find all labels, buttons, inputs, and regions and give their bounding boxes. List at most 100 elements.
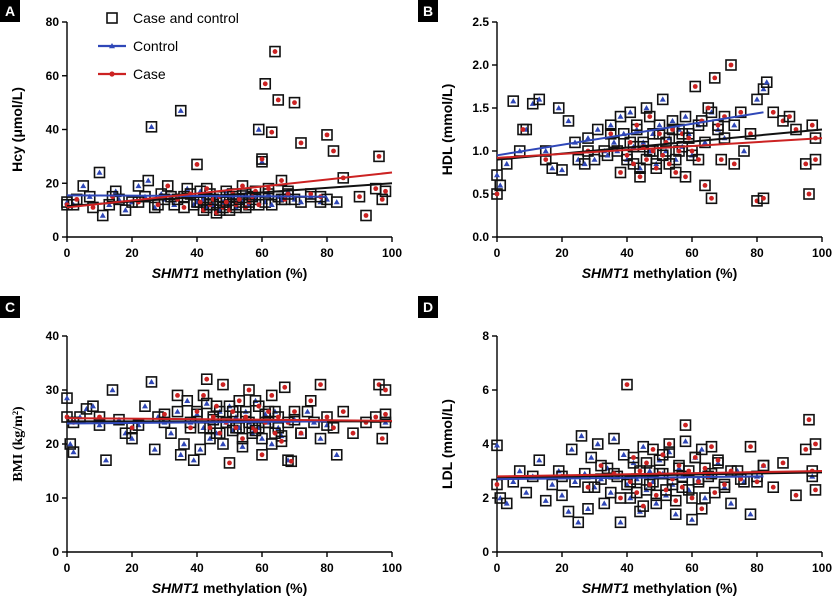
- control-point-square: [126, 432, 138, 445]
- control-point-square: [113, 413, 125, 426]
- case-point-square: [744, 128, 757, 140]
- case-point-marker: [738, 109, 744, 115]
- control-point-marker: [494, 442, 500, 448]
- y-tick-label: 10: [46, 491, 60, 505]
- control-point-square: [491, 439, 503, 452]
- case-point-marker: [738, 476, 744, 482]
- control-point-square: [132, 419, 145, 431]
- y-tick-label: 1.0: [472, 144, 489, 158]
- case-point-marker: [201, 393, 206, 398]
- case-point-marker: [165, 183, 171, 189]
- control-point-square: [236, 440, 249, 453]
- case-point-square: [676, 481, 689, 494]
- case-point-marker: [188, 425, 193, 431]
- y-axis-label: LDL (mmol/L): [439, 399, 455, 489]
- control-point-marker: [617, 113, 624, 119]
- legend-marker-square: [106, 12, 118, 24]
- case-point-square: [373, 150, 385, 163]
- case-point-square: [265, 389, 278, 402]
- control-point-square: [757, 83, 770, 95]
- case-point-marker: [689, 495, 695, 501]
- control-point-square: [591, 123, 604, 136]
- control-point-square: [314, 432, 327, 445]
- control-point-square: [252, 123, 265, 136]
- case-point-square: [663, 158, 676, 170]
- x-tick-label: 0: [64, 246, 71, 260]
- case-point-marker: [627, 479, 633, 485]
- case-point-square: [582, 481, 594, 494]
- case-point-marker: [644, 157, 649, 163]
- x-axis-label: SHMT1 methylation (%): [152, 265, 308, 281]
- case-point-marker: [494, 482, 500, 487]
- control-point-square: [572, 516, 585, 529]
- case-point-marker: [634, 490, 640, 495]
- y-axis-label: BMI (kg/m²): [11, 406, 26, 482]
- case-point-square: [757, 459, 770, 472]
- case-point-square: [197, 389, 210, 402]
- panel-a: A 0 20 40 60 80 0 20 40 60 80 100 SHMT1 methylation …: [0, 0, 402, 281]
- control-point-square: [93, 419, 106, 431]
- control-point-marker: [549, 165, 556, 171]
- control-point-marker: [494, 172, 500, 178]
- case-point-square: [718, 478, 731, 491]
- case-point-marker: [803, 161, 809, 167]
- case-point-marker: [679, 484, 685, 490]
- control-point-square: [119, 204, 132, 216]
- y-tick-label: 0: [482, 545, 489, 559]
- case-point-marker: [204, 376, 210, 382]
- control-point-marker: [702, 139, 708, 145]
- case-point-marker: [715, 122, 721, 128]
- case-point-square: [491, 188, 503, 200]
- control-point-square: [591, 438, 604, 450]
- case-point-square: [712, 454, 724, 467]
- x-tick-label: 100: [812, 246, 832, 260]
- case-point-marker: [686, 135, 692, 141]
- case-point-marker: [175, 393, 180, 398]
- case-point-square: [614, 166, 627, 179]
- y-tick-label: 0: [52, 545, 59, 559]
- case-point-square: [686, 492, 698, 504]
- case-point-square: [517, 123, 529, 136]
- control-point-marker: [760, 86, 767, 92]
- x-tick-label: 20: [125, 246, 139, 260]
- control-point-marker: [656, 122, 663, 128]
- control-point-marker: [497, 182, 504, 188]
- case-point-square: [702, 102, 715, 114]
- case-point-marker: [373, 186, 379, 192]
- case-point-marker: [210, 414, 216, 420]
- control-point-marker: [67, 441, 74, 447]
- case-point-marker: [712, 490, 718, 495]
- x-axis-label-rest: methylation (%): [199, 580, 307, 596]
- case-point-marker: [155, 202, 161, 208]
- control-point-marker: [510, 478, 517, 484]
- case-point-marker: [379, 196, 385, 202]
- control-point-marker: [689, 516, 695, 522]
- case-point-marker: [627, 140, 633, 145]
- case-point-marker: [813, 487, 818, 493]
- case-point-square: [656, 448, 669, 461]
- case-point-marker: [272, 49, 278, 54]
- case-point-square: [376, 432, 389, 445]
- case-point-square: [226, 405, 239, 418]
- case-point-square: [627, 158, 640, 170]
- control-point-marker: [588, 454, 595, 460]
- control-point-square: [588, 153, 601, 166]
- control-point-square: [751, 93, 763, 106]
- case-point-marker: [670, 127, 675, 132]
- case-point-marker: [285, 191, 291, 197]
- control-point-marker: [122, 207, 129, 213]
- case-point-marker: [624, 152, 630, 158]
- control-point-marker: [741, 148, 747, 154]
- case-point-marker: [683, 174, 688, 180]
- control-point-square: [725, 497, 737, 510]
- case-point-marker: [256, 202, 262, 208]
- control-point-marker: [672, 511, 679, 517]
- x-tick-label: 100: [812, 561, 832, 575]
- case-point-marker: [240, 183, 245, 189]
- case-point-marker: [676, 148, 682, 154]
- control-point-marker: [220, 441, 226, 447]
- control-point-square: [640, 102, 653, 114]
- case-point-square: [705, 440, 718, 453]
- case-point-marker: [660, 452, 666, 458]
